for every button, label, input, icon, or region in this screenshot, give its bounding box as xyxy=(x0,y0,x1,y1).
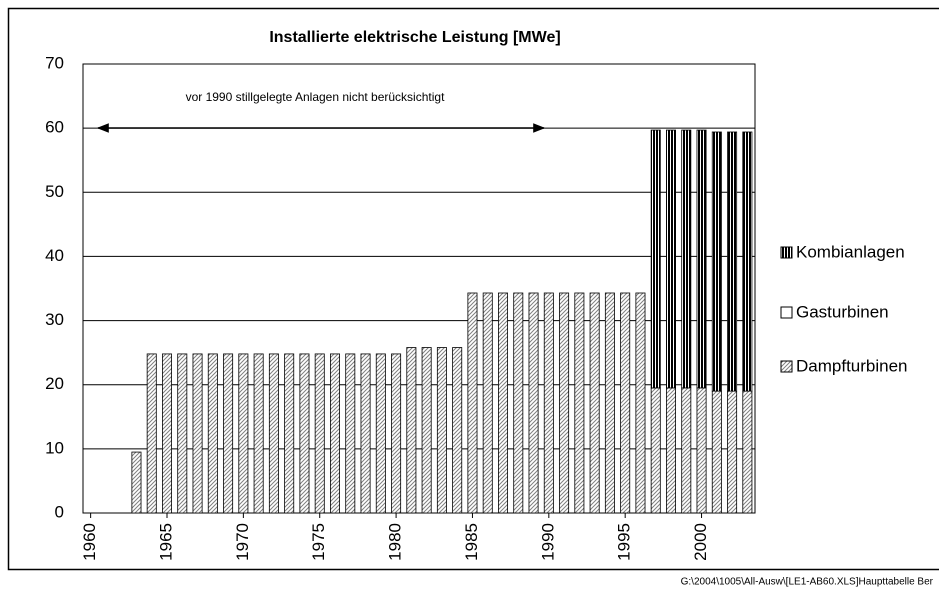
legend-swatch xyxy=(780,306,793,319)
bar-segment xyxy=(406,347,417,514)
bar-segment xyxy=(711,131,722,392)
chart-title: Installierte elektrische Leistung [MWe] xyxy=(269,29,560,46)
bar-segment xyxy=(467,292,478,514)
bar-segment xyxy=(727,131,738,392)
bar-segment xyxy=(711,390,722,514)
bar-segment xyxy=(360,353,371,514)
bar-segment xyxy=(696,387,707,514)
x-tick-label: 1975 xyxy=(309,523,328,561)
y-tick-label: 50 xyxy=(45,182,64,201)
bar-segment xyxy=(131,451,142,514)
bar-segment xyxy=(650,387,661,514)
bar-segment xyxy=(330,353,340,514)
legend-swatch xyxy=(780,246,793,259)
x-tick-label: 1995 xyxy=(615,523,634,561)
legend-swatch xyxy=(780,360,793,373)
y-tick-label: 60 xyxy=(45,118,64,137)
bar-segment xyxy=(681,129,692,389)
y-tick-label: 70 xyxy=(45,53,64,72)
chart-border xyxy=(7,7,939,571)
x-tick-label: 1960 xyxy=(80,523,99,561)
legend-label: Kombianlagen xyxy=(796,242,905,261)
bar-segment xyxy=(620,292,631,514)
bar-segment xyxy=(268,353,279,514)
annotation: vor 1990 stillgelegte Anlagen nicht berü… xyxy=(186,90,445,104)
bar-segment xyxy=(452,347,463,514)
x-tick-label: 1980 xyxy=(386,523,405,561)
legend-label: Dampfturbinen xyxy=(796,356,908,375)
bar-segment xyxy=(146,353,157,514)
bar-segment xyxy=(314,353,325,514)
x-tick-label: 2000 xyxy=(691,523,710,561)
y-tick-label: 10 xyxy=(45,438,64,457)
x-tick-label: 1985 xyxy=(462,523,481,561)
bar-segment xyxy=(207,353,218,514)
bar-segment xyxy=(574,292,585,514)
bar-segment xyxy=(742,131,753,392)
bar-segment xyxy=(742,390,753,514)
bar-segment xyxy=(177,353,188,514)
bar-segment xyxy=(345,353,356,514)
bar-segment xyxy=(375,353,386,514)
y-tick-label: 20 xyxy=(45,374,64,393)
bar-segment xyxy=(162,353,172,514)
bar-segment xyxy=(543,292,554,514)
y-tick-label: 40 xyxy=(45,246,64,265)
bar-segment xyxy=(696,129,707,389)
bar-segment xyxy=(635,292,646,514)
bar-segment xyxy=(436,347,447,514)
bar-segment xyxy=(192,353,203,514)
bar-segment xyxy=(513,292,524,514)
bar-segment xyxy=(223,353,234,514)
bar-segment xyxy=(681,387,692,514)
footer: G:\2004\1005\All-Ausw\[LE1-AB60.XLS]Haup… xyxy=(681,577,934,588)
bar-segment xyxy=(589,292,600,514)
bar-segment xyxy=(604,292,615,514)
bar-segment xyxy=(299,353,310,514)
bar-segment xyxy=(666,387,676,514)
x-tick-label: 1990 xyxy=(538,523,557,561)
x-tick-label: 1970 xyxy=(233,523,252,561)
bar-segment xyxy=(650,129,661,389)
bar-segment xyxy=(284,353,295,514)
y-tick-label: 30 xyxy=(45,310,64,329)
bar-segment xyxy=(253,353,264,514)
bar-segment xyxy=(528,292,539,514)
bar-segment xyxy=(666,129,676,389)
x-tick-label: 1965 xyxy=(156,523,175,561)
bar-segment xyxy=(238,353,249,514)
bar-segment xyxy=(559,292,570,514)
bar-segment xyxy=(482,292,493,514)
bar-segment xyxy=(727,390,738,514)
plot-area xyxy=(82,63,756,514)
y-tick-label: 0 xyxy=(55,502,64,521)
legend-label: Gasturbinen xyxy=(796,302,889,321)
bar-segment xyxy=(391,353,402,514)
bar-segment xyxy=(498,292,508,514)
bar-segment xyxy=(421,347,432,514)
